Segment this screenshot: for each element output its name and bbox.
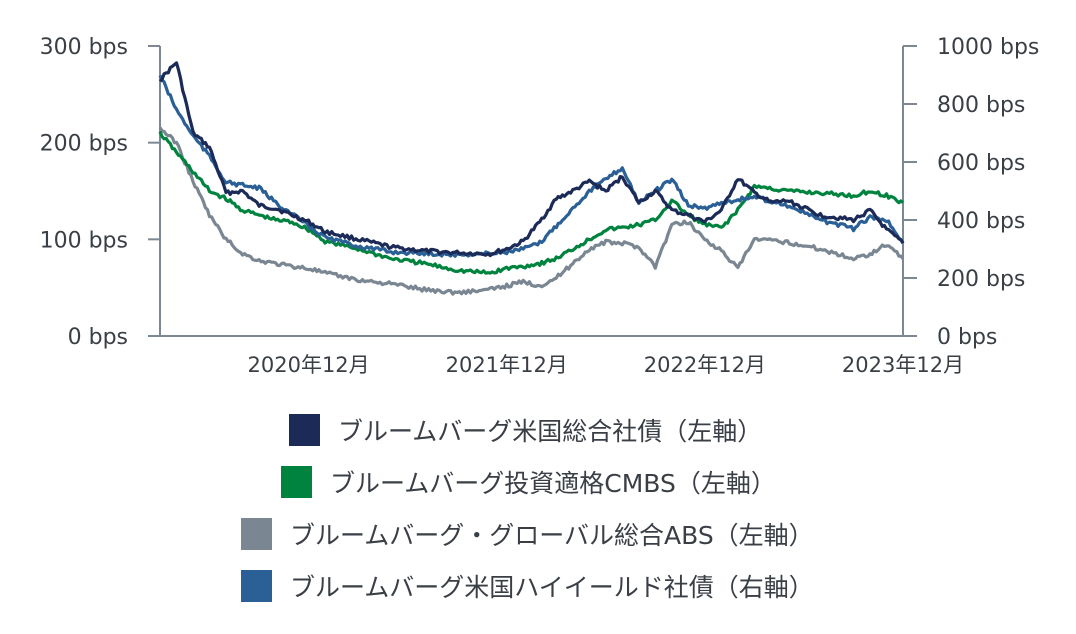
- legend-item-us-corporate: ブルームバーグ米国総合社債（左軸）: [289, 410, 762, 450]
- legend-item-us-high-yield: ブルームバーグ米国ハイイールド社債（右軸）: [241, 566, 814, 606]
- series-line-3: [158, 74, 905, 258]
- legend-item-global-abs: ブルームバーグ・グローバル総合ABS（左軸）: [241, 514, 814, 554]
- x-tick-label: 2022年12月: [644, 353, 766, 377]
- right-tick-label: 1000 bps: [937, 35, 1039, 60]
- left-tick-label: 200 bps: [40, 132, 128, 157]
- series-layer: [158, 61, 905, 296]
- legend-swatch-cmbs: [281, 466, 312, 498]
- right-tick-label: 0 bps: [937, 325, 997, 350]
- legend-item-cmbs: ブルームバーグ投資適格CMBS（左軸）: [281, 462, 776, 502]
- x-tick-label: 2023年12月: [842, 353, 964, 377]
- legend-swatch-global-abs: [241, 518, 272, 550]
- legend-label-us-high-yield: ブルームバーグ米国ハイイールド社債（右軸）: [290, 573, 814, 602]
- series-line-2: [158, 126, 905, 296]
- series-line-0: [158, 61, 905, 258]
- left-y-axis: 0 bps 100 bps 200 bps 300 bps: [40, 35, 161, 350]
- legend-label-cmbs: ブルームバーグ投資適格CMBS（左軸）: [330, 469, 776, 498]
- right-y-axis: 0 bps 200 bps 400 bps 600 bps 800 bps 1000 bp…: [902, 35, 1039, 350]
- legend-swatch-us-corporate: [289, 414, 320, 446]
- left-tick-label: 0 bps: [68, 325, 128, 350]
- spread-line-chart: 0 bps 100 bps 200 bps 300 bps 0 bps 200 bps 4…: [40, 35, 1040, 377]
- legend-label-us-corporate: ブルームバーグ米国総合社債（左軸）: [338, 417, 763, 446]
- x-axis: 2020年12月 2021年12月 2022年12月 2023年12月: [148, 335, 964, 377]
- legend-label-global-abs: ブルームバーグ・グローバル総合ABS（左軸）: [290, 521, 814, 550]
- legend-swatch-us-high-yield: [241, 570, 272, 602]
- x-tick-label: 2020年12月: [248, 353, 370, 377]
- left-tick-label: 300 bps: [40, 35, 128, 60]
- right-tick-label: 600 bps: [937, 151, 1025, 176]
- series-line-1: [158, 130, 905, 275]
- right-tick-label: 400 bps: [937, 209, 1025, 234]
- x-tick-label: 2021年12月: [446, 353, 568, 377]
- right-tick-label: 200 bps: [937, 267, 1025, 292]
- left-tick-label: 100 bps: [40, 228, 128, 253]
- right-tick-label: 800 bps: [937, 93, 1025, 118]
